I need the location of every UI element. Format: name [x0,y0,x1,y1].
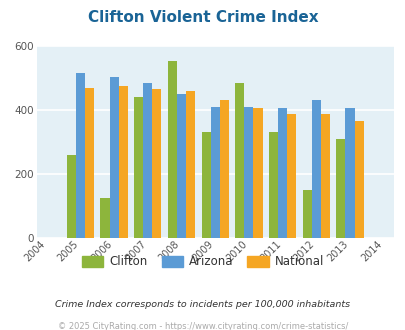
Bar [177,94,185,238]
Bar [85,88,94,238]
Bar [234,83,244,238]
Bar [109,77,118,238]
Bar [210,107,219,238]
Bar [76,73,85,238]
Bar [244,107,253,238]
Bar [320,114,329,238]
Bar [100,198,109,238]
Bar [286,114,296,238]
Bar [253,108,262,238]
Bar [134,97,143,238]
Bar [354,121,363,238]
Text: Crime Index corresponds to incidents per 100,000 inhabitants: Crime Index corresponds to incidents per… [55,300,350,309]
Bar [118,86,128,238]
Bar [185,91,195,238]
Bar [167,60,177,238]
Bar [335,139,345,238]
Bar [219,100,228,238]
Text: © 2025 CityRating.com - https://www.cityrating.com/crime-statistics/: © 2025 CityRating.com - https://www.city… [58,322,347,330]
Bar [152,89,161,238]
Text: Clifton Violent Crime Index: Clifton Violent Crime Index [87,10,318,25]
Bar [345,108,354,238]
Bar [311,100,320,238]
Bar [277,108,286,238]
Bar [143,83,152,238]
Bar [201,132,210,238]
Legend: Clifton, Arizona, National: Clifton, Arizona, National [77,250,328,273]
Bar [302,190,311,238]
Bar [66,155,76,238]
Bar [268,132,277,238]
